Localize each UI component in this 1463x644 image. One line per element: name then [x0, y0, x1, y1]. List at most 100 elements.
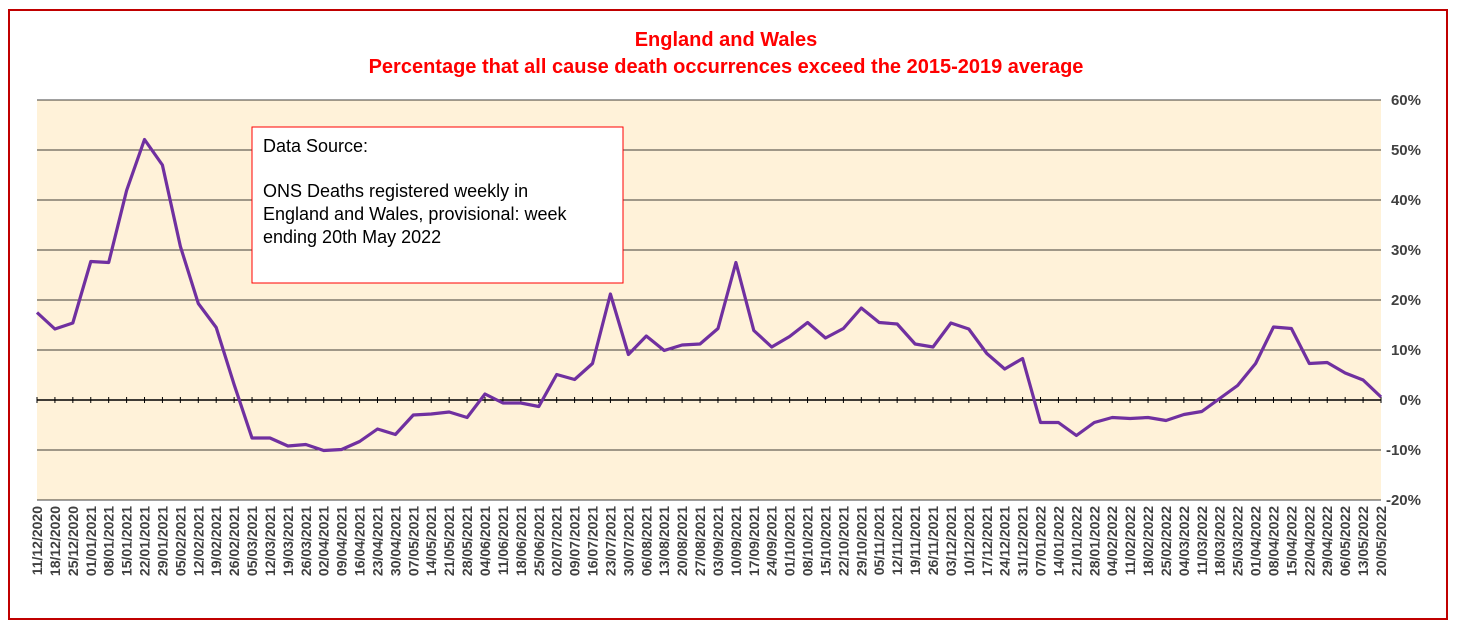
x-tick-label: 15/04/2022	[1283, 506, 1299, 576]
x-tick-label: 16/07/2021	[585, 506, 601, 576]
x-tick-label: 25/12/2020	[65, 506, 81, 576]
y-tick-label: 50%	[1391, 142, 1421, 159]
x-tick-label: 01/04/2022	[1248, 506, 1264, 576]
x-tick-label: 08/10/2021	[800, 506, 816, 576]
x-tick-label: 12/11/2021	[889, 506, 905, 576]
x-tick-label: 13/08/2021	[656, 506, 672, 576]
x-tick-label: 10/12/2021	[961, 506, 977, 576]
x-tick-label: 19/02/2021	[208, 506, 224, 576]
x-tick-label: 03/12/2021	[943, 506, 959, 576]
x-tick-label: 30/04/2021	[387, 506, 403, 576]
x-tick-label: 28/05/2021	[459, 506, 475, 576]
x-tick-label: 05/03/2021	[244, 506, 260, 576]
x-tick-label: 11/02/2022	[1122, 506, 1138, 576]
chart-frame: England and Wales Percentage that all ca…	[8, 9, 1448, 620]
x-tick-label: 22/01/2021	[137, 506, 153, 576]
x-tick-label: 25/03/2022	[1230, 506, 1246, 576]
x-tick-label: 05/11/2021	[871, 506, 887, 576]
x-tick-label: 18/03/2022	[1212, 506, 1228, 576]
y-tick-label: 20%	[1391, 292, 1421, 309]
x-tick-label: 15/01/2021	[119, 506, 135, 576]
x-tick-label: 12/03/2021	[262, 506, 278, 576]
x-tick-label: 16/04/2021	[352, 506, 368, 576]
x-tick-label: 06/05/2022	[1337, 506, 1353, 576]
x-tick-label: 21/01/2022	[1068, 506, 1084, 576]
x-tick-label: 07/01/2022	[1033, 506, 1049, 576]
note-line-4: England and Wales, provisional: week	[263, 204, 568, 224]
x-tick-label: 11/03/2022	[1194, 506, 1210, 576]
gridlines	[37, 99, 1381, 501]
x-tick-label: 02/04/2021	[316, 506, 332, 576]
y-tick-label: 40%	[1391, 192, 1421, 209]
x-tick-label: 24/09/2021	[764, 506, 780, 576]
x-tick-label: 22/04/2022	[1301, 506, 1317, 576]
x-tick-label: 11/12/2020	[29, 506, 45, 576]
x-tick-label: 21/05/2021	[441, 506, 457, 576]
x-tick-label: 29/10/2021	[853, 506, 869, 576]
x-tick-label: 29/01/2021	[154, 506, 170, 576]
note-line-1: Data Source:	[263, 136, 368, 156]
x-tick-label: 09/04/2021	[334, 506, 350, 576]
x-tick-label: 23/07/2021	[602, 506, 618, 576]
series-points	[36, 139, 1382, 451]
note-line-5: ending 20th May 2022	[263, 227, 441, 247]
x-tick-label: 10/09/2021	[728, 506, 744, 576]
data-source-box	[251, 126, 624, 284]
x-tick-label: 04/03/2022	[1176, 506, 1192, 576]
series-line	[35, 137, 1383, 453]
x-tick-label: 12/02/2021	[190, 506, 206, 576]
x-tick-label: 09/07/2021	[567, 506, 583, 576]
x-tick-label: 17/09/2021	[746, 506, 762, 576]
x-tick-label: 23/04/2021	[369, 506, 385, 576]
x-tick-label: 17/12/2021	[979, 506, 995, 576]
chart-subtitle: Percentage that all cause death occurren…	[369, 56, 1084, 78]
x-tick-label: 29/04/2022	[1319, 506, 1335, 576]
x-tick-label: 19/11/2021	[907, 506, 923, 576]
y-tick-label: 0%	[1399, 392, 1421, 409]
y-axis-ticks: -20% -10% 0% 10% 20% 30% 40% 50% 60%	[1386, 92, 1421, 509]
line-chart: England and Wales Percentage that all ca…	[29, 29, 1421, 576]
x-tick-label: 05/02/2021	[172, 506, 188, 576]
x-tick-label: 08/01/2021	[101, 506, 117, 576]
x-tick-label: 26/11/2021	[925, 506, 941, 576]
x-tick-label: 04/06/2021	[477, 506, 493, 576]
data-source-note: Data Source: ONS Deaths registered weekl…	[251, 126, 624, 284]
x-tick-label: 18/06/2021	[513, 506, 529, 576]
x-tick-label: 18/02/2022	[1140, 506, 1156, 576]
x-tick-label: 13/05/2022	[1355, 506, 1371, 576]
x-tick-label: 11/06/2021	[495, 506, 511, 576]
x-tick-label: 27/08/2021	[692, 506, 708, 576]
x-tick-label: 14/01/2022	[1050, 506, 1066, 576]
y-tick-label: 60%	[1391, 92, 1421, 109]
y-tick-label: 30%	[1391, 242, 1421, 259]
x-tick-label: 04/02/2022	[1104, 506, 1120, 576]
x-tick-label: 14/05/2021	[423, 506, 439, 576]
x-tick-label: 19/03/2021	[280, 506, 296, 576]
x-tick-label: 08/04/2022	[1265, 506, 1281, 576]
x-tick-label: 07/05/2021	[405, 506, 421, 576]
x-axis-tick-labels: 11/12/2020 18/12/2020 25/12/2020 01/01/2021…	[29, 506, 1389, 576]
x-tick-label: 24/12/2021	[997, 506, 1013, 576]
x-tick-label: 22/10/2021	[835, 506, 851, 576]
note-line-3: ONS Deaths registered weekly in	[263, 181, 528, 201]
x-tick-label: 15/10/2021	[817, 506, 833, 576]
x-tick-label: 01/10/2021	[782, 506, 798, 576]
x-tick-label: 01/01/2021	[83, 506, 99, 576]
chart-title: England and Wales	[635, 29, 818, 51]
x-tick-label: 25/06/2021	[531, 506, 547, 576]
y-tick-label: 10%	[1391, 342, 1421, 359]
x-tick-label: 20/08/2021	[674, 506, 690, 576]
x-tick-label: 25/02/2022	[1158, 506, 1174, 576]
x-tick-label: 06/08/2021	[638, 506, 654, 576]
x-tick-label: 02/07/2021	[549, 506, 565, 576]
x-tick-label: 30/07/2021	[620, 506, 636, 576]
y-tick-label: -20%	[1386, 492, 1421, 509]
x-tick-label: 18/12/2020	[47, 506, 63, 576]
x-tick-label: 26/02/2021	[226, 506, 242, 576]
x-tick-label: 31/12/2021	[1015, 506, 1031, 576]
x-tick-label: 26/03/2021	[298, 506, 314, 576]
x-tick-label: 20/05/2022	[1373, 506, 1389, 576]
x-tick-label: 03/09/2021	[710, 506, 726, 576]
y-tick-label: -10%	[1386, 442, 1421, 459]
x-tick-label: 28/01/2022	[1086, 506, 1102, 576]
